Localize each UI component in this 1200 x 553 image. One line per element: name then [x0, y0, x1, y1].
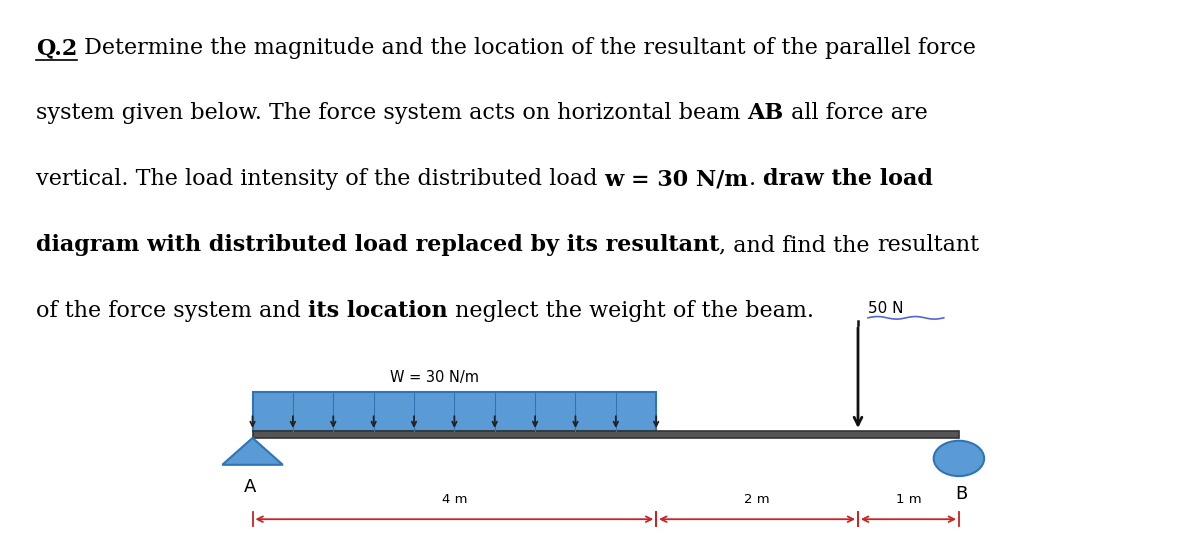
Text: W = 30 N/m: W = 30 N/m: [390, 370, 479, 385]
Text: draw the load: draw the load: [763, 168, 932, 190]
Text: .: .: [749, 168, 763, 190]
Text: 1 m: 1 m: [895, 493, 922, 507]
Bar: [252, 431, 959, 438]
Text: system given below. The force system acts on horizontal beam: system given below. The force system act…: [36, 102, 748, 124]
Bar: [252, 392, 656, 431]
Text: resultant: resultant: [877, 234, 979, 256]
Text: , and find the: , and find the: [719, 234, 877, 256]
Text: neglect the weight of the beam.: neglect the weight of the beam.: [448, 300, 814, 322]
Text: 50 N: 50 N: [868, 301, 904, 316]
Text: Determine the magnitude and the location of the resultant of the parallel force: Determine the magnitude and the location…: [77, 36, 977, 59]
Text: 4 m: 4 m: [442, 493, 467, 507]
Text: of the force system and: of the force system and: [36, 300, 308, 322]
Text: Q.2: Q.2: [36, 36, 77, 59]
Text: AB: AB: [748, 102, 784, 124]
Text: A: A: [245, 477, 257, 495]
Polygon shape: [222, 438, 283, 465]
Circle shape: [934, 441, 984, 476]
Text: w = 30 N/m: w = 30 N/m: [605, 168, 749, 190]
Text: vertical. The load intensity of the distributed load: vertical. The load intensity of the dist…: [36, 168, 605, 190]
Text: B: B: [955, 484, 967, 503]
Text: 2 m: 2 m: [744, 493, 770, 507]
Text: all force are: all force are: [784, 102, 928, 124]
Text: diagram with distributed load replaced by its resultant: diagram with distributed load replaced b…: [36, 234, 719, 256]
Text: its location: its location: [308, 300, 448, 322]
